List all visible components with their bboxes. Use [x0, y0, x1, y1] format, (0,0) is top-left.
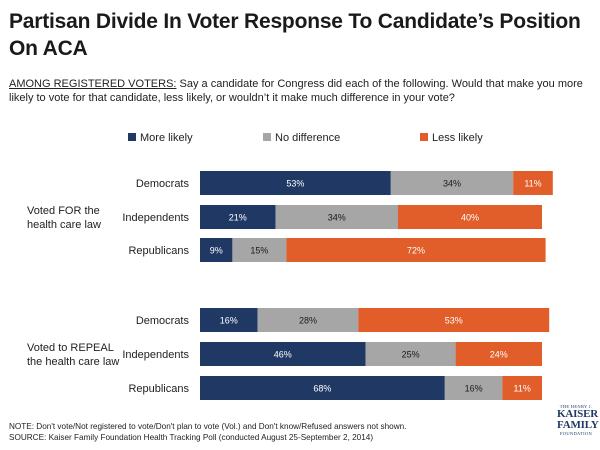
data-label-less-likely-republicans: 72%: [407, 246, 425, 256]
logo-line-3: FAMILY: [557, 419, 599, 431]
subtitle-text: Say a candidate for Congress did each of…: [9, 78, 583, 104]
category-label-independents: Independents: [122, 212, 189, 224]
group-label-2-line-1: Voted to REPEAL: [27, 342, 114, 354]
stacked-bar-chart: More likely No difference Less likely Voted…: [27, 132, 553, 400]
legend-swatch-less-likely: [420, 133, 428, 141]
bar-more-likely-independents: [200, 205, 276, 229]
legend-label-less-likely: Less likely: [432, 132, 483, 144]
legend-swatch-no-difference: [263, 133, 271, 141]
bar-more-likely-democrats: [200, 171, 391, 195]
data-label-more-likely-republicans: 9%: [210, 246, 223, 256]
data-label-no-difference-democrats: 28%: [299, 316, 317, 326]
bar-no-difference-republicans: [444, 376, 503, 400]
bar-no-difference-republicans: [232, 238, 287, 262]
bar-less-likely-democrats: [513, 171, 553, 195]
category-label-democrats: Democrats: [136, 315, 190, 327]
data-label-more-likely-democrats: 53%: [286, 179, 304, 189]
data-label-no-difference-republicans: 16%: [465, 384, 483, 394]
bar-no-difference-independents: [275, 205, 398, 229]
data-label-less-likely-independents: 40%: [461, 213, 479, 223]
bar-less-likely-democrats: [358, 308, 550, 332]
bar-less-likely-republicans: [502, 376, 542, 400]
data-label-more-likely-independents: 46%: [274, 350, 292, 360]
chart-title: Partisan Divide In Voter Response To Can…: [9, 10, 581, 60]
category-label-independents: Independents: [122, 349, 189, 361]
data-label-more-likely-independents: 21%: [229, 213, 247, 223]
data-label-no-difference-republicans: 15%: [250, 246, 268, 256]
kff-logo: THE HENRY J. KAISER FAMILY FOUNDATION: [557, 404, 599, 436]
bar-more-likely-republicans: [200, 238, 233, 262]
bar-less-likely-independents: [455, 342, 542, 366]
category-label-republicans: Republicans: [128, 245, 189, 257]
logo-line-4: FOUNDATION: [560, 431, 592, 436]
bar-no-difference-independents: [365, 342, 456, 366]
bar-more-likely-independents: [200, 342, 366, 366]
category-label-republicans: Republicans: [128, 383, 189, 395]
category-label-democrats: Democrats: [136, 178, 190, 190]
data-label-more-likely-democrats: 16%: [220, 316, 238, 326]
bar-less-likely-republicans: [286, 238, 546, 262]
data-label-less-likely-republicans: 11%: [514, 384, 531, 394]
data-label-no-difference-independents: 25%: [402, 350, 420, 360]
bar-more-likely-republicans: [200, 376, 445, 400]
footer-source: SOURCE: Kaiser Family Foundation Health …: [9, 433, 374, 442]
logo-line-1: THE HENRY J.: [559, 404, 593, 409]
data-label-more-likely-republicans: 68%: [313, 384, 331, 394]
group-label-1-line-2: health care law: [27, 219, 101, 231]
bar-no-difference-democrats: [257, 308, 359, 332]
data-label-no-difference-independents: 34%: [328, 213, 346, 223]
data-label-less-likely-democrats: 11%: [524, 179, 541, 189]
legend-label-no-difference: No difference: [275, 132, 340, 144]
group-label-1-line-1: Voted FOR the: [27, 205, 100, 217]
bar-less-likely-independents: [398, 205, 542, 229]
data-label-less-likely-democrats: 53%: [445, 316, 463, 326]
legend-label-more-likely: More likely: [140, 132, 193, 144]
chart-subtitle: AMONG REGISTERED VOTERS: Say a candidate…: [9, 77, 594, 105]
footer: NOTE: Don't vote/Not registered to vote/…: [9, 421, 529, 443]
data-label-less-likely-independents: 24%: [490, 350, 508, 360]
bar-more-likely-democrats: [200, 308, 258, 332]
logo-line-2: KAISER: [557, 408, 598, 420]
bar-no-difference-democrats: [390, 171, 514, 195]
subtitle-lead: AMONG REGISTERED VOTERS:: [9, 78, 177, 90]
group-label-2-line-2: the health care law: [27, 356, 119, 368]
data-label-no-difference-democrats: 34%: [443, 179, 461, 189]
legend-swatch-more-likely: [128, 133, 136, 141]
footer-note: NOTE: Don't vote/Not registered to vote/…: [9, 422, 407, 431]
